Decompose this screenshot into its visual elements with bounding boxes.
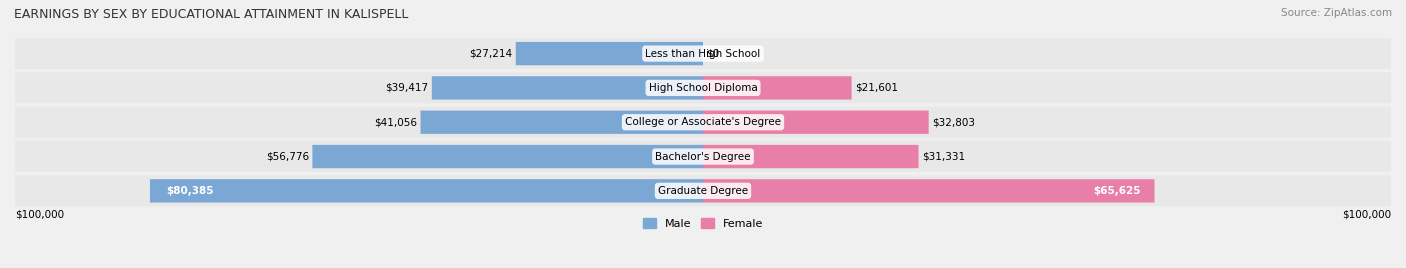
Text: $39,417: $39,417 [385, 83, 429, 93]
Text: Less than High School: Less than High School [645, 49, 761, 59]
Text: Bachelor's Degree: Bachelor's Degree [655, 151, 751, 162]
Text: $100,000: $100,000 [1341, 210, 1391, 220]
FancyBboxPatch shape [312, 145, 703, 168]
FancyBboxPatch shape [420, 111, 703, 134]
FancyBboxPatch shape [703, 179, 1154, 203]
FancyBboxPatch shape [150, 179, 703, 203]
Text: College or Associate's Degree: College or Associate's Degree [626, 117, 780, 127]
FancyBboxPatch shape [703, 145, 918, 168]
Text: $65,625: $65,625 [1094, 186, 1140, 196]
Legend: Male, Female: Male, Female [638, 214, 768, 233]
FancyBboxPatch shape [703, 111, 929, 134]
Text: $27,214: $27,214 [470, 49, 512, 59]
Text: Source: ZipAtlas.com: Source: ZipAtlas.com [1281, 8, 1392, 18]
FancyBboxPatch shape [15, 141, 1391, 172]
Text: High School Diploma: High School Diploma [648, 83, 758, 93]
FancyBboxPatch shape [15, 38, 1391, 69]
FancyBboxPatch shape [15, 72, 1391, 103]
FancyBboxPatch shape [703, 76, 852, 100]
FancyBboxPatch shape [15, 176, 1391, 206]
Text: $21,601: $21,601 [855, 83, 898, 93]
FancyBboxPatch shape [15, 107, 1391, 138]
Text: $56,776: $56,776 [266, 151, 309, 162]
Text: Graduate Degree: Graduate Degree [658, 186, 748, 196]
Text: $100,000: $100,000 [15, 210, 65, 220]
Text: $80,385: $80,385 [166, 186, 214, 196]
Text: EARNINGS BY SEX BY EDUCATIONAL ATTAINMENT IN KALISPELL: EARNINGS BY SEX BY EDUCATIONAL ATTAINMEN… [14, 8, 408, 21]
FancyBboxPatch shape [516, 42, 703, 65]
Text: $0: $0 [706, 49, 720, 59]
Text: $32,803: $32,803 [932, 117, 976, 127]
Text: $31,331: $31,331 [922, 151, 965, 162]
Text: $41,056: $41,056 [374, 117, 418, 127]
FancyBboxPatch shape [432, 76, 703, 100]
